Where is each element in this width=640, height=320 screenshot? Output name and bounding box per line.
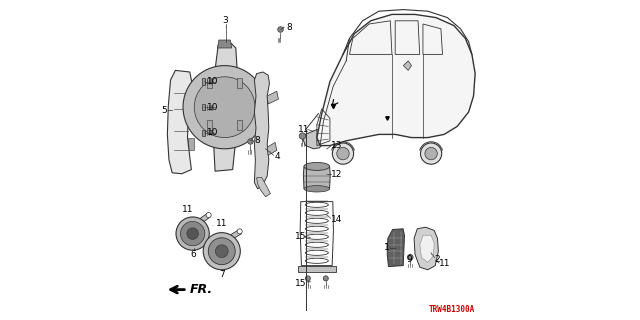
Bar [188,93,194,105]
Polygon shape [237,78,243,88]
Circle shape [408,254,413,260]
Text: 14: 14 [331,215,342,224]
Text: 10: 10 [207,128,219,137]
Circle shape [332,143,353,164]
Text: 5: 5 [161,106,167,115]
Circle shape [183,66,266,149]
Polygon shape [207,120,212,130]
Polygon shape [305,240,328,242]
Text: 3: 3 [223,16,228,25]
Text: 11: 11 [298,125,310,134]
Bar [188,138,194,150]
Text: 12: 12 [331,170,342,179]
Circle shape [215,245,228,258]
Text: 10: 10 [207,77,219,86]
Polygon shape [229,229,242,240]
Text: 11: 11 [439,260,451,268]
Polygon shape [202,78,205,85]
Text: 8: 8 [255,136,260,145]
Polygon shape [420,235,435,262]
Polygon shape [317,14,475,146]
Text: 15: 15 [295,279,307,288]
Polygon shape [303,166,330,189]
Text: 15: 15 [295,232,307,241]
Polygon shape [254,72,269,189]
Polygon shape [305,208,328,210]
Text: 9: 9 [406,255,412,264]
Polygon shape [257,178,270,197]
Polygon shape [218,40,232,48]
Text: 4: 4 [275,152,280,161]
Polygon shape [168,70,192,174]
Text: 6: 6 [191,250,196,259]
Circle shape [237,229,243,234]
Text: 2: 2 [435,255,440,264]
Circle shape [187,228,198,239]
Ellipse shape [304,186,330,192]
Polygon shape [199,213,210,223]
Polygon shape [305,232,328,234]
Circle shape [180,221,205,246]
Circle shape [195,77,255,138]
Polygon shape [298,266,336,272]
Polygon shape [202,130,205,136]
Text: 7: 7 [220,270,225,279]
Circle shape [323,276,328,281]
Circle shape [176,217,209,250]
Polygon shape [268,142,277,155]
Text: 1: 1 [384,244,390,252]
Polygon shape [305,248,328,250]
Circle shape [206,212,211,218]
Circle shape [425,148,437,160]
Text: 10: 10 [207,103,219,112]
Text: 13: 13 [331,141,342,150]
Bar [188,116,194,127]
Polygon shape [305,200,328,202]
Circle shape [204,233,241,270]
Text: 8: 8 [287,23,292,32]
Text: 11: 11 [216,220,227,228]
Text: TRW4B1300A: TRW4B1300A [429,305,475,314]
Circle shape [305,276,310,281]
Polygon shape [403,61,412,70]
Polygon shape [212,43,237,171]
Polygon shape [202,104,205,110]
Circle shape [337,148,349,160]
Polygon shape [305,224,328,226]
Polygon shape [301,130,325,149]
Polygon shape [305,256,328,258]
Circle shape [300,133,306,139]
Polygon shape [237,120,243,130]
Text: 11: 11 [182,205,194,214]
Text: FR.: FR. [189,283,213,296]
Polygon shape [268,91,278,104]
Polygon shape [207,78,212,88]
Polygon shape [305,216,328,218]
Polygon shape [387,229,404,267]
Ellipse shape [304,163,330,171]
Circle shape [420,143,442,164]
Polygon shape [414,227,438,270]
Circle shape [209,238,236,265]
